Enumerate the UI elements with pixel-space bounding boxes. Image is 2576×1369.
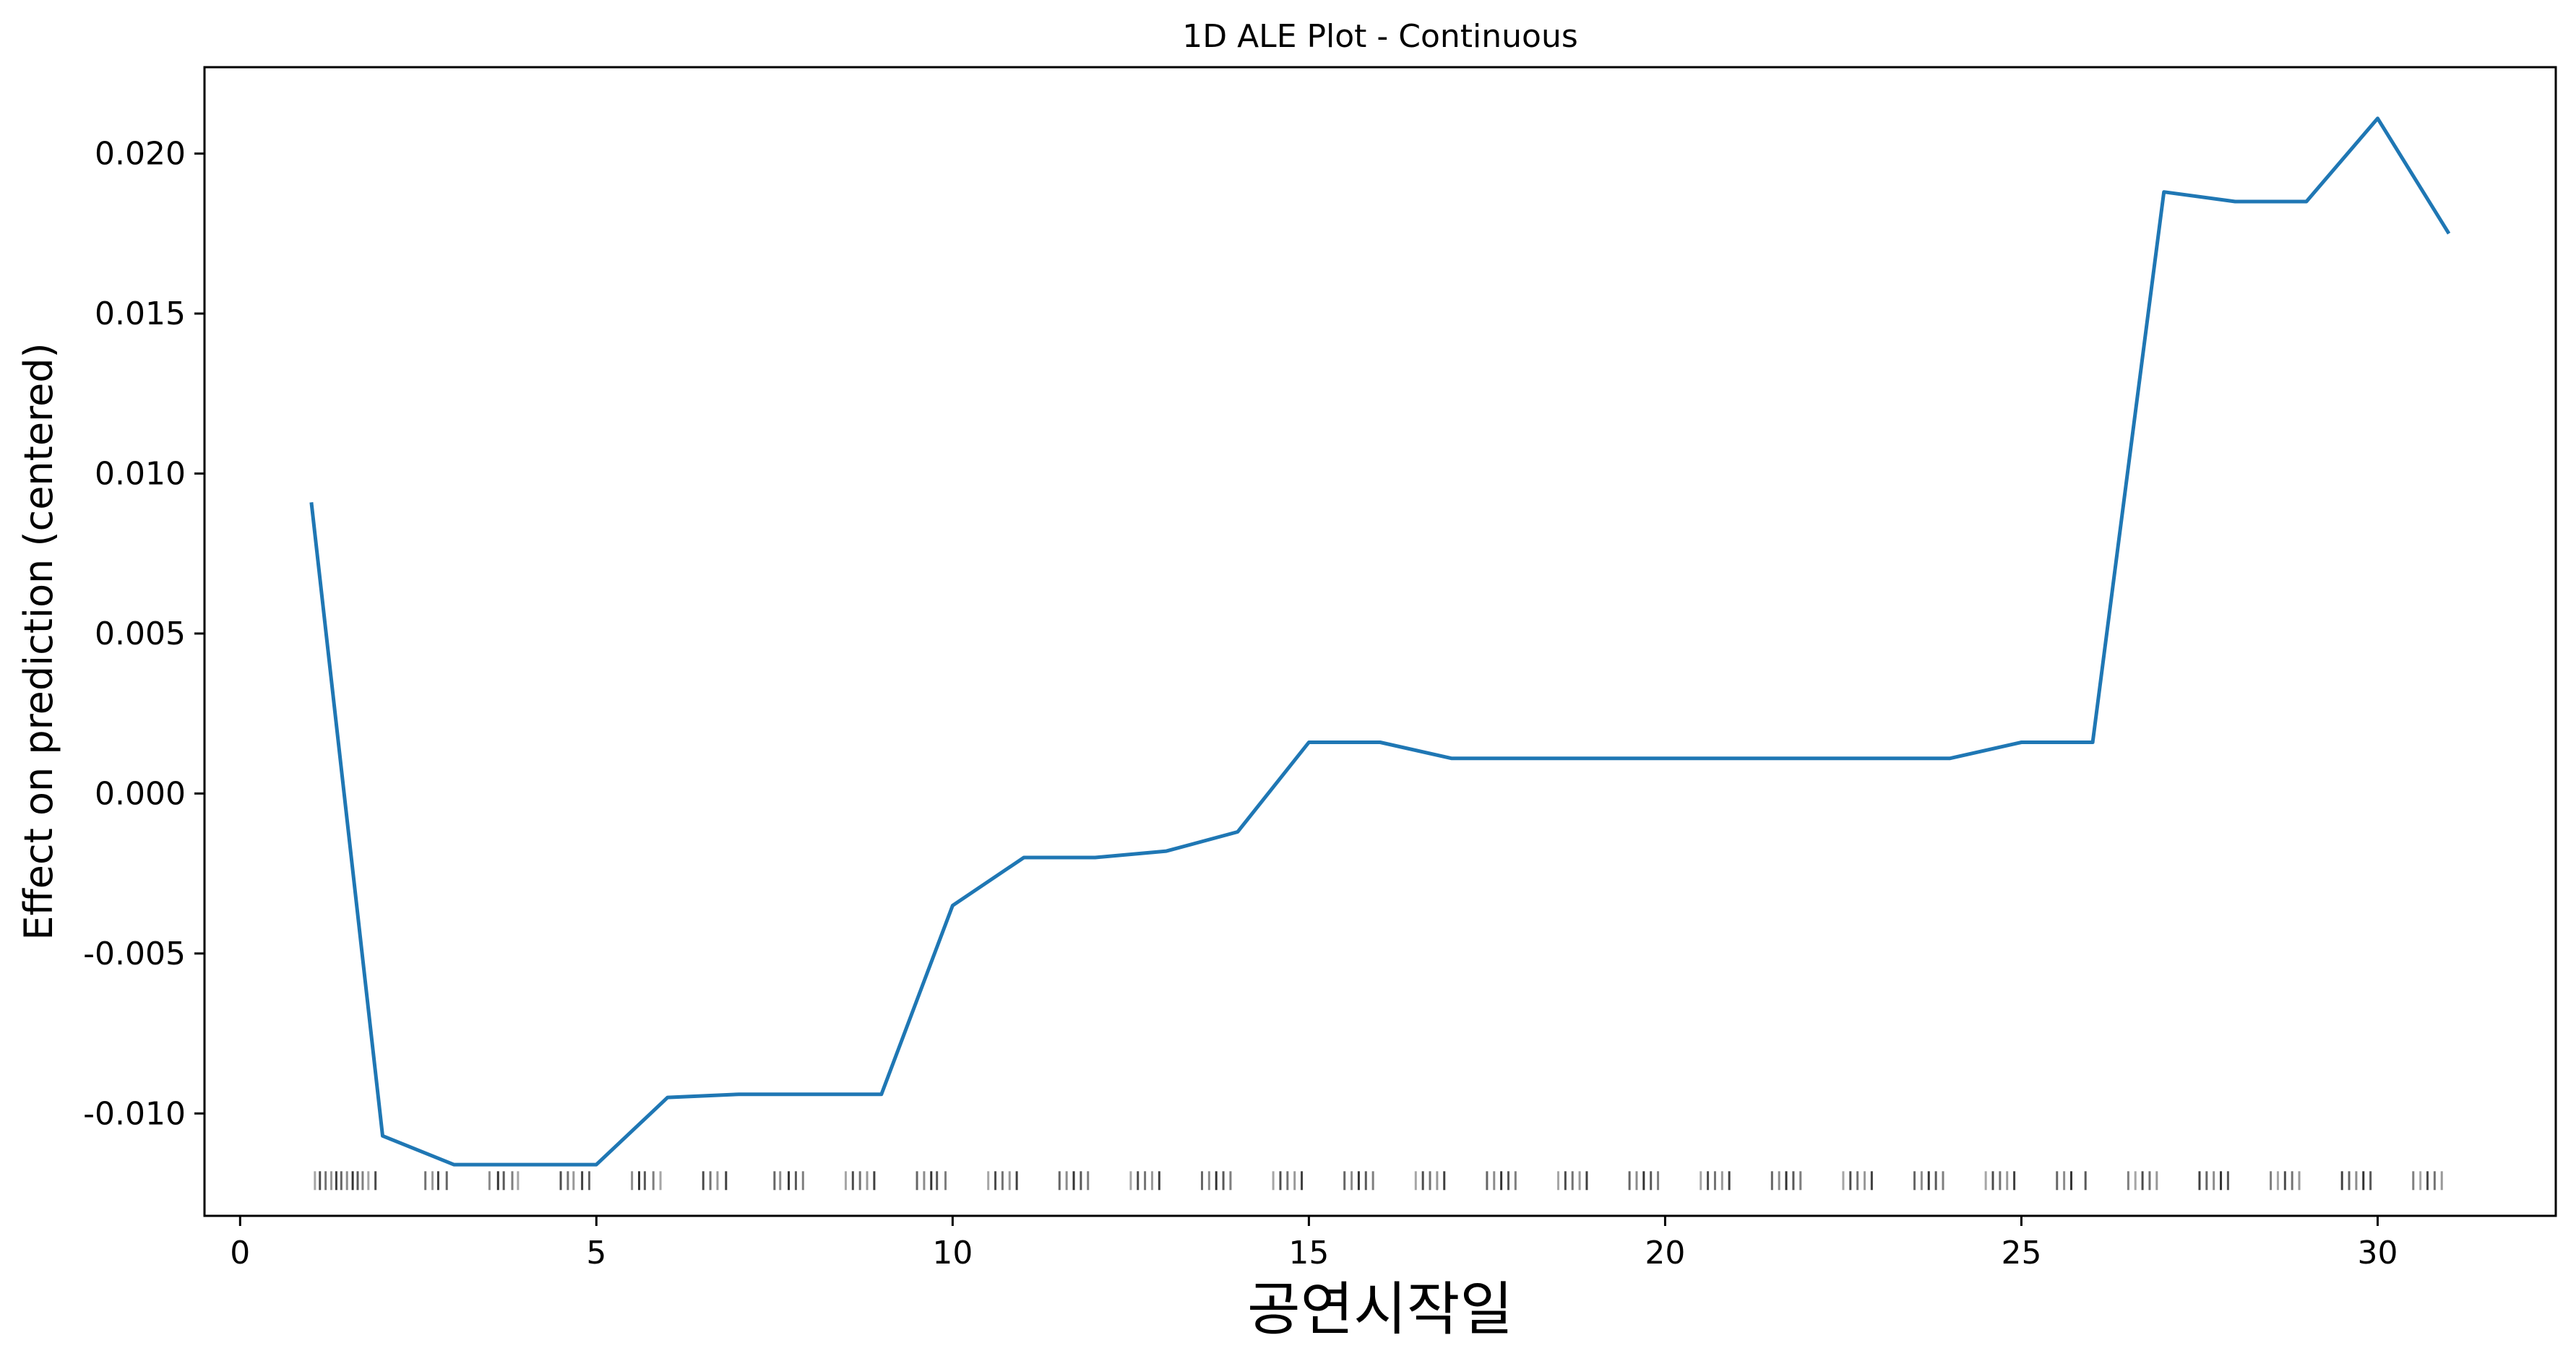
x-tick-label: 5: [586, 1235, 606, 1271]
x-tick-label: 25: [2001, 1235, 2041, 1271]
x-tick-label: 0: [230, 1235, 250, 1271]
y-tick-label: -0.005: [83, 936, 186, 972]
y-tick-label: 0.020: [95, 136, 186, 173]
y-tick-label: 0.005: [95, 616, 186, 652]
x-tick-label: 20: [1645, 1235, 1685, 1271]
x-tick-label: 15: [1288, 1235, 1329, 1271]
y-tick-label: 0.015: [95, 295, 186, 332]
x-axis-label: 공연시작일: [1247, 1276, 1513, 1343]
x-tick-label: 30: [2357, 1235, 2398, 1271]
rug-marks: [314, 1171, 2443, 1191]
y-axis: -0.010 -0.005 0.000 0.005 0.010 0.015 0.020: [83, 136, 204, 1132]
y-tick-label: 0.000: [95, 775, 186, 812]
x-tick-label: 10: [932, 1235, 973, 1271]
chart-title: 1D ALE Plot - Continuous: [1182, 18, 1578, 55]
y-axis-label: Effect on prediction (centered): [16, 342, 61, 940]
x-axis: 0 5 10 15 20 25 30: [230, 1216, 2398, 1271]
y-tick-label: -0.010: [83, 1095, 186, 1132]
y-tick-label: 0.010: [95, 455, 186, 492]
ale-series-line: [309, 116, 2451, 1167]
plot-frame: [203, 66, 2557, 1217]
